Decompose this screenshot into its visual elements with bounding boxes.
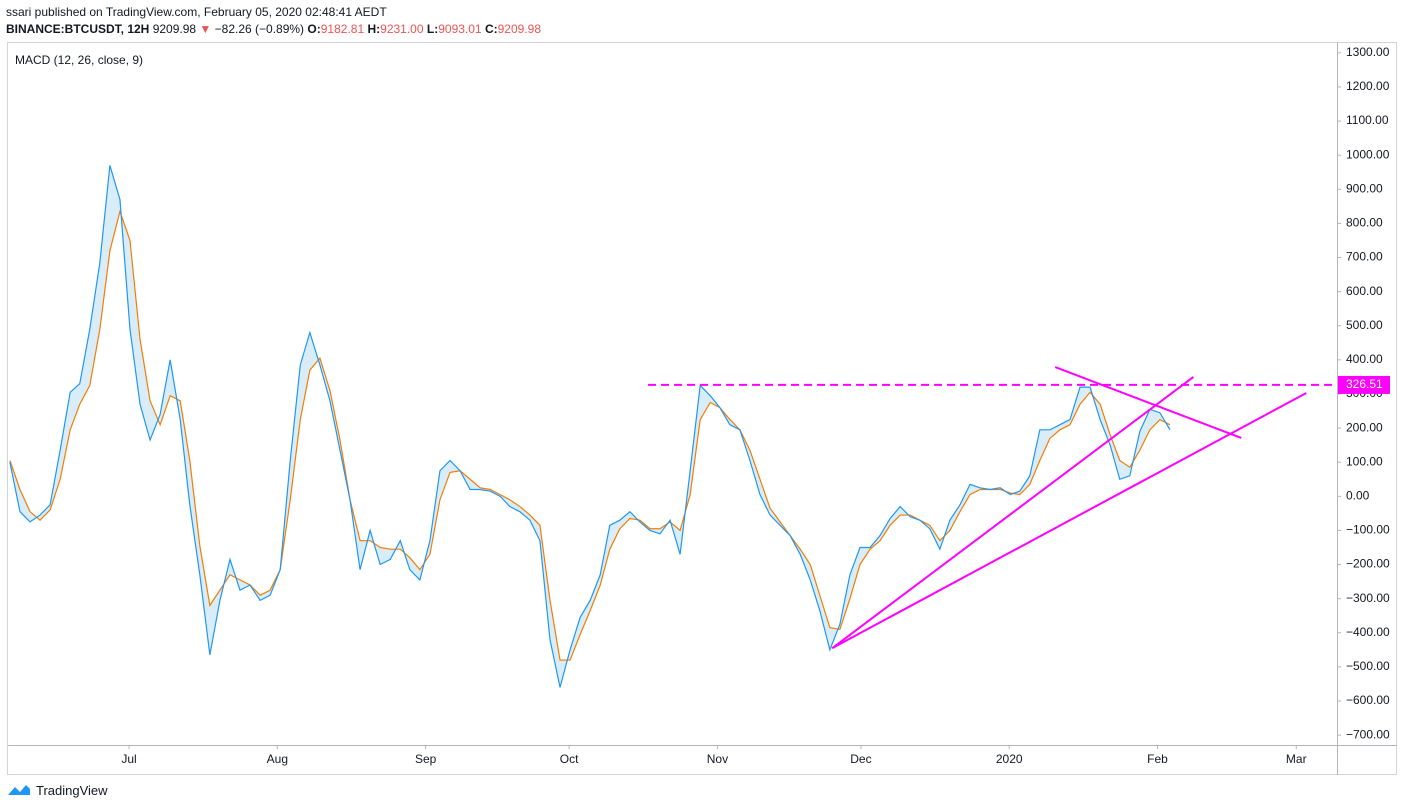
x-tick-label: Feb <box>1147 752 1168 766</box>
y-tick-label: −100.00 <box>1346 523 1390 537</box>
footer-brand: TradingView <box>36 782 108 798</box>
symbol-line: BINANCE:BTCUSDT, 12H 9209.98 ▼ −82.26 (−… <box>6 22 541 36</box>
tradingview-logo <box>8 785 30 795</box>
y-tick-label: 1100.00 <box>1346 113 1389 127</box>
x-tick-label: Mar <box>1286 752 1307 766</box>
indicator-label: MACD (12, 26, close, 9) <box>15 53 143 67</box>
y-tick-label: −200.00 <box>1346 557 1390 571</box>
y-tick-label: 200.00 <box>1346 420 1383 434</box>
y-tick-label: 0.00 <box>1346 488 1370 502</box>
y-tick-label: 100.00 <box>1346 454 1383 468</box>
x-tick-label: Nov <box>707 752 728 766</box>
close: 9209.98 <box>497 22 542 36</box>
y-tick-label: −600.00 <box>1346 693 1390 707</box>
low: 9093.01 <box>438 22 482 36</box>
y-tick-label: 800.00 <box>1346 216 1383 230</box>
y-tick-label: 1300.00 <box>1346 45 1390 59</box>
y-tick-label: 500.00 <box>1346 318 1383 332</box>
y-tick-label: −400.00 <box>1346 625 1390 639</box>
close-label: C: <box>484 22 498 36</box>
series-line <box>9 209 1171 661</box>
y-tick-label: 600.00 <box>1346 284 1383 298</box>
series-line <box>9 165 1171 688</box>
y-tick-label: 900.00 <box>1346 181 1383 195</box>
open: 9182.81 <box>320 22 365 36</box>
price-line-label-box <box>1338 375 1390 394</box>
low-label: L: <box>426 22 439 36</box>
x-tick-label: 2020 <box>996 752 1023 766</box>
y-tick-label: −700.00 <box>1346 727 1390 741</box>
high: 9231.00 <box>380 22 424 36</box>
change-arrow: ▼ <box>199 22 212 36</box>
y-tick-label: 400.00 <box>1346 352 1383 366</box>
y-tick-label: 1000.00 <box>1346 147 1390 161</box>
high-label: H: <box>367 22 381 36</box>
chart: MACD (12, 26, close, 9) 1300.00 1200.00 11… <box>7 42 1397 775</box>
trendline <box>831 392 1307 649</box>
y-tick-label: 1200.00 <box>1346 79 1390 93</box>
plot-area <box>9 165 1337 688</box>
x-tick-label: Sep <box>415 752 437 766</box>
open-label: O: <box>307 22 321 36</box>
trendline <box>831 376 1195 649</box>
x-tick-label: Dec <box>850 752 871 766</box>
change: −82.26 (−0.89%) <box>214 22 305 36</box>
last-price: 9209.98 <box>152 22 197 36</box>
x-tick-label: Jul <box>121 752 136 766</box>
y-tick-label: −300.00 <box>1346 591 1390 605</box>
chart-frame <box>7 42 1397 775</box>
symbol: BINANCE:BTCUSDT, 12H <box>6 22 150 36</box>
x-tick-label: Aug <box>267 752 288 766</box>
y-tick-label: 700.00 <box>1346 250 1383 264</box>
publisher-line: ssari published on TradingView.com, Febr… <box>6 5 387 19</box>
trendline <box>1054 366 1242 439</box>
footer: TradingView <box>6 782 108 798</box>
y-tick-label: −500.00 <box>1346 659 1390 673</box>
x-tick-label: Oct <box>560 752 579 766</box>
price-line-label: 326.51 <box>1346 377 1383 391</box>
